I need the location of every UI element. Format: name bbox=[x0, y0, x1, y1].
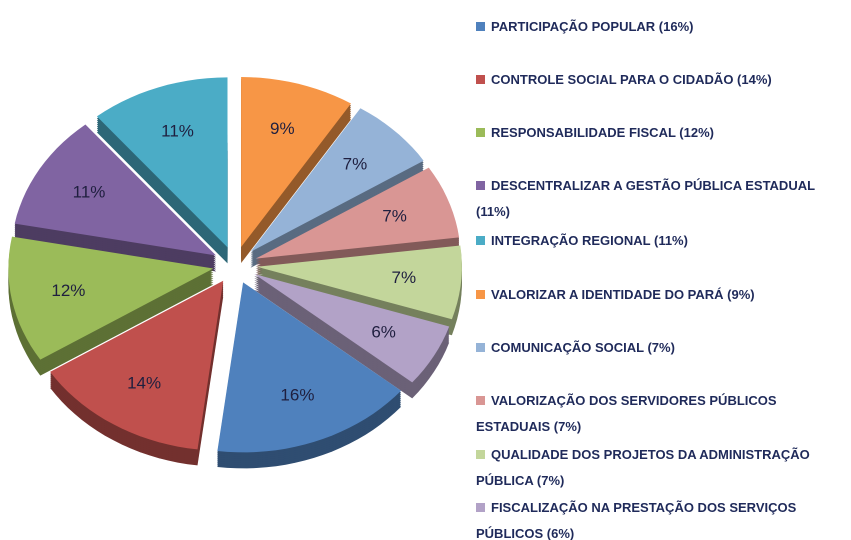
legend-label: RESPONSABILIDADE FISCAL (12%) bbox=[491, 125, 714, 140]
legend-swatch bbox=[476, 450, 485, 459]
slice bbox=[50, 280, 224, 450]
legend-entry: FISCALIZAÇÃO NA PRESTAÇÃO DOS SERVIÇOS P… bbox=[476, 495, 836, 540]
legend-swatch bbox=[476, 128, 485, 137]
legend-label: PARTICIPAÇÃO POPULAR (16%) bbox=[491, 19, 694, 34]
data-label: 16% bbox=[280, 386, 314, 405]
legend-swatch bbox=[476, 181, 485, 190]
legend-label: QUALIDADE DOS PROJETOS DA ADMINISTRAÇÃO … bbox=[476, 447, 810, 488]
legend-swatch bbox=[476, 290, 485, 299]
data-label: 11% bbox=[73, 183, 106, 202]
pie: 16% 14% 12% 11% 11% 9% 7% 7% 7% 6% bbox=[8, 77, 462, 469]
legend-entry: PARTICIPAÇÃO POPULAR (16%) bbox=[476, 14, 836, 40]
legend-entry: VALORIZAR A IDENTIDADE DO PARÁ (9%) bbox=[476, 282, 836, 308]
legend-entry: RESPONSABILIDADE FISCAL (12%) bbox=[476, 120, 836, 146]
legend-label: VALORIZAR A IDENTIDADE DO PARÁ (9%) bbox=[491, 287, 755, 302]
legend-label: COMUNICAÇÃO SOCIAL (7%) bbox=[491, 340, 675, 355]
legend-swatch bbox=[476, 396, 485, 405]
legend-label: INTEGRAÇÃO REGIONAL (11%) bbox=[491, 233, 688, 248]
slice bbox=[96, 77, 228, 248]
slice bbox=[8, 236, 214, 360]
legend-swatch bbox=[476, 236, 485, 245]
data-label: 9% bbox=[270, 119, 295, 138]
slice bbox=[254, 274, 450, 383]
legend-entry: INTEGRAÇÃO REGIONAL (11%) bbox=[476, 228, 836, 254]
data-label: 6% bbox=[371, 322, 396, 341]
legend-entry: VALORIZAÇÃO DOS SERVIDORES PÚBLICOS ESTA… bbox=[476, 388, 836, 440]
data-label: 12% bbox=[51, 281, 85, 300]
legend-swatch bbox=[476, 75, 485, 84]
legend-entry: CONTROLE SOCIAL PARA O CIDADÃO (14%) bbox=[476, 67, 836, 93]
legend-label: FISCALIZAÇÃO NA PRESTAÇÃO DOS SERVIÇOS P… bbox=[476, 500, 797, 540]
data-label: 7% bbox=[392, 268, 417, 287]
legend-label: CONTROLE SOCIAL PARA O CIDADÃO (14%) bbox=[491, 72, 772, 87]
legend-swatch bbox=[476, 343, 485, 352]
slice bbox=[14, 124, 217, 256]
legend-entry: QUALIDADE DOS PROJETOS DA ADMINISTRAÇÃO … bbox=[476, 442, 836, 494]
data-label: 11% bbox=[161, 122, 194, 141]
data-label: 14% bbox=[127, 374, 161, 393]
data-label: 7% bbox=[382, 207, 407, 226]
legend-entry: COMUNICAÇÃO SOCIAL (7%) bbox=[476, 335, 836, 361]
slice bbox=[256, 245, 462, 320]
slice bbox=[217, 282, 402, 453]
legend-label: DESCENTRALIZAR A GESTÃO PÚBLICA ESTADUAL… bbox=[476, 178, 815, 219]
slice bbox=[250, 108, 424, 252]
legend-label: VALORIZAÇÃO DOS SERVIDORES PÚBLICOS ESTA… bbox=[476, 393, 777, 434]
data-label: 7% bbox=[343, 155, 368, 174]
legend-swatch bbox=[476, 22, 485, 31]
legend-swatch bbox=[476, 503, 485, 512]
slice bbox=[255, 167, 460, 259]
slice bbox=[241, 77, 351, 248]
legend-entry: DESCENTRALIZAR A GESTÃO PÚBLICA ESTADUAL… bbox=[476, 173, 836, 225]
